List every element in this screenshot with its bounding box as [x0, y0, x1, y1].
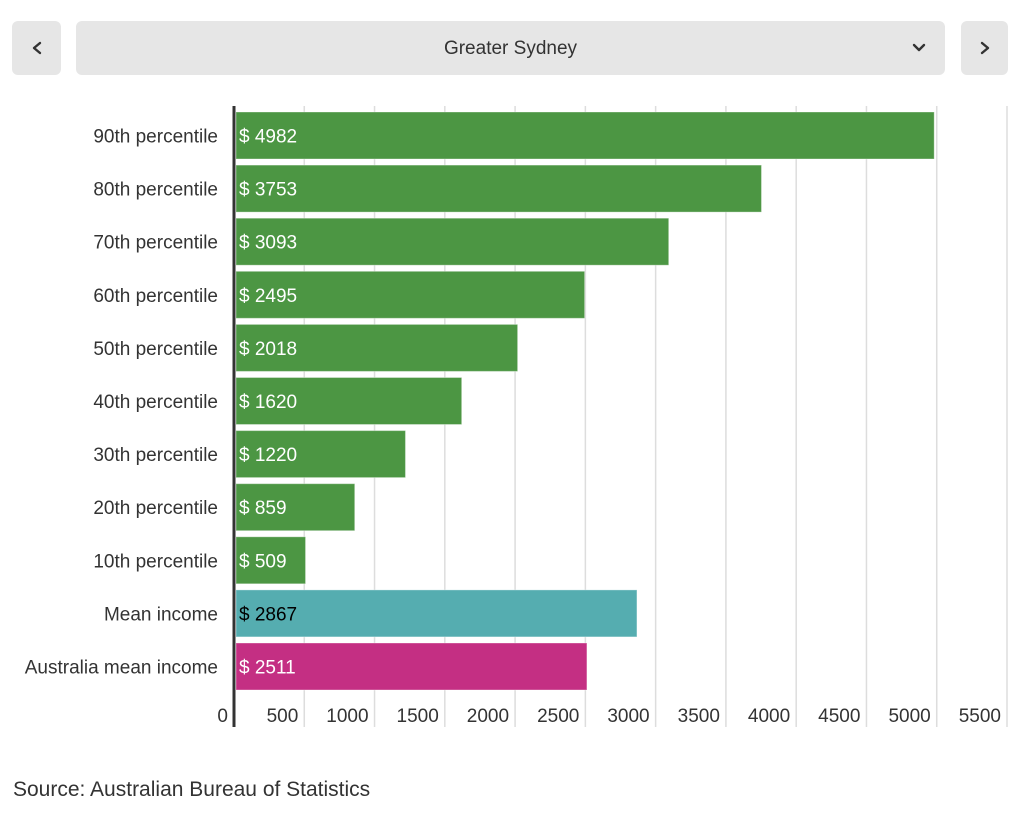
bar-value-label: $ 509: [239, 551, 287, 572]
bar: [235, 323, 519, 372]
selected-region: Greater Sydney: [443, 38, 578, 59]
x-tick-label: 2000: [467, 706, 509, 727]
x-tick-label: 0: [217, 706, 228, 727]
bar-value-label: $ 2867: [239, 604, 297, 625]
bar-value-label: $ 859: [239, 498, 287, 519]
x-tick-label: 3000: [607, 706, 649, 727]
chevron-down-icon: [912, 43, 926, 52]
category-label: 60th percentile: [93, 286, 218, 307]
bar-value-label: $ 1220: [239, 445, 297, 466]
x-tick-label: 4000: [748, 706, 790, 727]
bar-value-label: $ 2018: [239, 339, 297, 360]
x-tick-label: 500: [267, 706, 299, 727]
bar-value-label: $ 3093: [239, 233, 297, 254]
bar-value-label: $ 4982: [239, 127, 297, 148]
x-tick-label: 5500: [959, 706, 1001, 727]
category-label: 40th percentile: [93, 392, 218, 413]
bar: [235, 164, 762, 213]
bar-value-label: $ 2511: [239, 658, 296, 679]
bar-value-label: $ 3753: [239, 180, 297, 201]
category-label: 70th percentile: [93, 233, 218, 254]
x-tick-label: 5000: [888, 706, 930, 727]
bar: [235, 589, 638, 638]
category-label: 30th percentile: [93, 445, 218, 466]
chevron-left-icon: [32, 41, 42, 55]
x-tick-label: 1500: [397, 706, 439, 727]
bar: [235, 377, 463, 425]
bar: [235, 483, 356, 532]
next-region-button[interactable]: [961, 21, 1008, 75]
x-tick-label: 3500: [678, 706, 720, 727]
category-label: 20th percentile: [93, 498, 218, 519]
source-note: Source: Australian Bureau of Statistics: [13, 778, 371, 801]
income-bar-chart: $ 4982 90th percentile $ 3753 80th percenti…: [25, 106, 1008, 727]
bar-value-label: $ 2495: [239, 286, 297, 307]
x-tick-label: 4500: [818, 706, 860, 727]
bar: [235, 217, 670, 266]
category-label: 80th percentile: [93, 180, 218, 201]
x-tick-label: 2500: [537, 706, 579, 727]
chevron-right-icon: [980, 41, 990, 55]
x-tick-label: 1000: [326, 706, 368, 727]
bar-value-label: $ 1620: [239, 392, 297, 413]
category-label: 50th percentile: [93, 339, 218, 360]
previous-region-button[interactable]: [12, 21, 61, 75]
category-label: Australia mean income: [25, 658, 218, 679]
category-label: 90th percentile: [93, 127, 218, 148]
bar: [235, 270, 586, 319]
category-label: 10th percentile: [93, 551, 218, 572]
bar: [235, 111, 935, 160]
bar: [235, 536, 307, 585]
category-label: Mean income: [104, 604, 218, 625]
bar: [235, 642, 588, 691]
region-select[interactable]: Greater Sydney: [76, 21, 945, 75]
bar: [235, 430, 406, 479]
